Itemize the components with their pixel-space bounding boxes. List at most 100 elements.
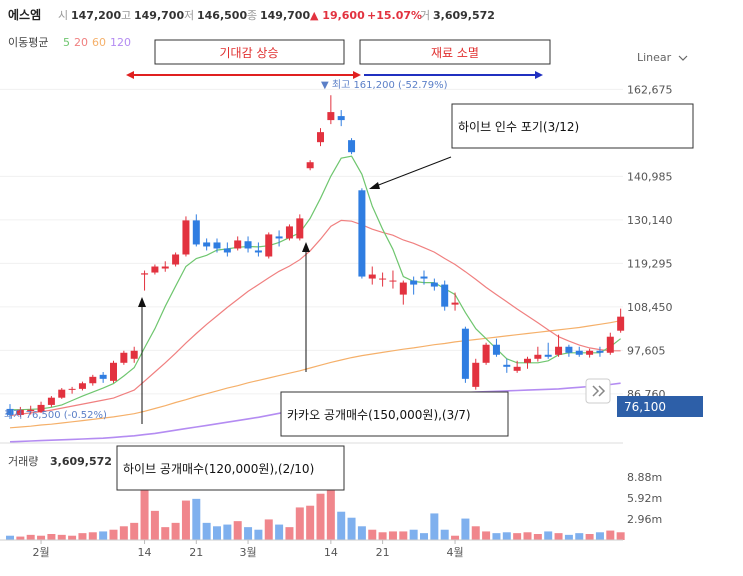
- volume-bar: [306, 505, 315, 540]
- volume-bar: [347, 517, 356, 540]
- stock-name: 에스엠: [8, 7, 41, 22]
- x-tick-label: 21: [189, 546, 203, 559]
- candle-body: [37, 404, 45, 413]
- y-tick-label: 108,450: [627, 301, 673, 314]
- ma5-line: [10, 155, 621, 411]
- change-value: ▲ 19,600: [310, 9, 365, 22]
- chevron-down-icon[interactable]: [678, 55, 688, 61]
- volume-bar: [420, 533, 428, 540]
- close-label: 종: [247, 9, 257, 22]
- candle-body: [151, 266, 159, 273]
- candle-body: [482, 344, 490, 363]
- annotation-hybe-quit: 하이브 인수 포기(3/12): [458, 120, 579, 134]
- volume-bar: [554, 533, 563, 540]
- volume-bar: [523, 532, 532, 540]
- ma-60-label: 60: [92, 36, 106, 49]
- volume-label: 거: [420, 9, 430, 22]
- volume-bar: [88, 532, 97, 540]
- volume-bars: [6, 469, 625, 540]
- volume-tick-1: 8.88m: [627, 471, 662, 484]
- x-tick-label: 14: [324, 546, 338, 559]
- volume-bar: [461, 518, 470, 540]
- candle-body: [317, 132, 324, 143]
- expect-arrow-head-left: [126, 71, 134, 79]
- volume-panel-title: 거래량: [8, 455, 38, 468]
- double-chevron-right-icon[interactable]: [592, 385, 606, 397]
- candle-body: [141, 273, 149, 275]
- candle-body: [213, 242, 221, 249]
- open-value: 147,200: [71, 9, 121, 22]
- hybe-quit-pointer-head: [369, 182, 380, 189]
- volume-bar: [409, 529, 418, 540]
- volume-bar: [492, 533, 501, 540]
- candle-body: [16, 409, 24, 415]
- candle-body: [368, 274, 376, 279]
- volume-bar: [254, 529, 263, 540]
- candle-body: [58, 389, 66, 398]
- candle-body: [389, 280, 397, 282]
- volume-bar: [119, 526, 128, 540]
- volume-bar: [316, 493, 325, 540]
- volume-bar: [161, 527, 170, 540]
- candle-body: [203, 242, 211, 247]
- kakao-pointer-head: [302, 242, 310, 252]
- ma-5-label: 5: [63, 36, 70, 49]
- candle-body: [451, 302, 459, 305]
- price-axis: 162,675 140,985 130,140 119,295 108,450 97,60…: [627, 83, 673, 401]
- candle-body: [296, 218, 304, 239]
- candle-body: [172, 254, 180, 265]
- candle-body: [306, 162, 314, 169]
- candle-body: [513, 366, 521, 371]
- candle-body: [6, 408, 14, 415]
- high-marker: ▼ 최고 161,200 (-52.79%): [321, 79, 448, 91]
- volume-bar: [378, 532, 387, 540]
- scale-selector[interactable]: Linear: [637, 51, 672, 64]
- volume-bar: [295, 507, 304, 540]
- annotation-expect: 기대감 상승: [219, 46, 278, 60]
- volume-bar: [68, 535, 77, 540]
- volume-bar: [171, 522, 180, 540]
- annotation-hybe-buy-box: [116, 445, 345, 491]
- volume-bar: [57, 534, 66, 540]
- last-price-tag: [617, 396, 703, 417]
- candle-body: [606, 336, 614, 353]
- candle-body: [492, 344, 500, 355]
- expect-arrow-head-right: [353, 71, 361, 79]
- candle-body: [327, 112, 335, 121]
- candle-body: [99, 374, 107, 379]
- candle-body: [265, 234, 273, 257]
- candle-body: [275, 236, 283, 239]
- volume-bar: [533, 534, 542, 540]
- fade-arrow-head: [535, 71, 543, 79]
- ma20-line: [9, 219, 621, 417]
- candle-body: [534, 354, 542, 359]
- volume-bar: [471, 526, 480, 540]
- volume-bar: [585, 534, 594, 540]
- volume-bar: [99, 531, 108, 540]
- annotation-fade-box: [359, 39, 551, 65]
- candle-body: [27, 409, 35, 412]
- volume-bar: [440, 529, 449, 540]
- high-value: 149,700: [134, 9, 184, 22]
- volume-bar: [223, 524, 232, 540]
- candle-body: [68, 388, 76, 390]
- volume-bar: [47, 534, 56, 540]
- candle-body: [89, 376, 97, 384]
- volume-bar: [264, 519, 273, 540]
- volume-bar: [564, 534, 573, 540]
- y-tick-label: 119,295: [627, 257, 673, 270]
- volume-bar: [140, 469, 149, 540]
- y-tick-label: 130,140: [627, 214, 673, 227]
- low-value: 146,500: [197, 9, 247, 22]
- candle-body: [120, 352, 128, 363]
- volume-bar: [202, 522, 211, 540]
- volume-bar: [482, 531, 491, 540]
- volume-bar: [37, 535, 46, 540]
- candle-body: [441, 284, 449, 307]
- volume-tick-2: 5.92m: [627, 492, 662, 505]
- volume-tick-3: 2.96m: [627, 513, 662, 526]
- volume-bar: [575, 533, 584, 540]
- volume-value: 3,609,572: [433, 9, 495, 22]
- ma-120-label: 120: [110, 36, 131, 49]
- ma-label: 이동평균: [8, 36, 48, 49]
